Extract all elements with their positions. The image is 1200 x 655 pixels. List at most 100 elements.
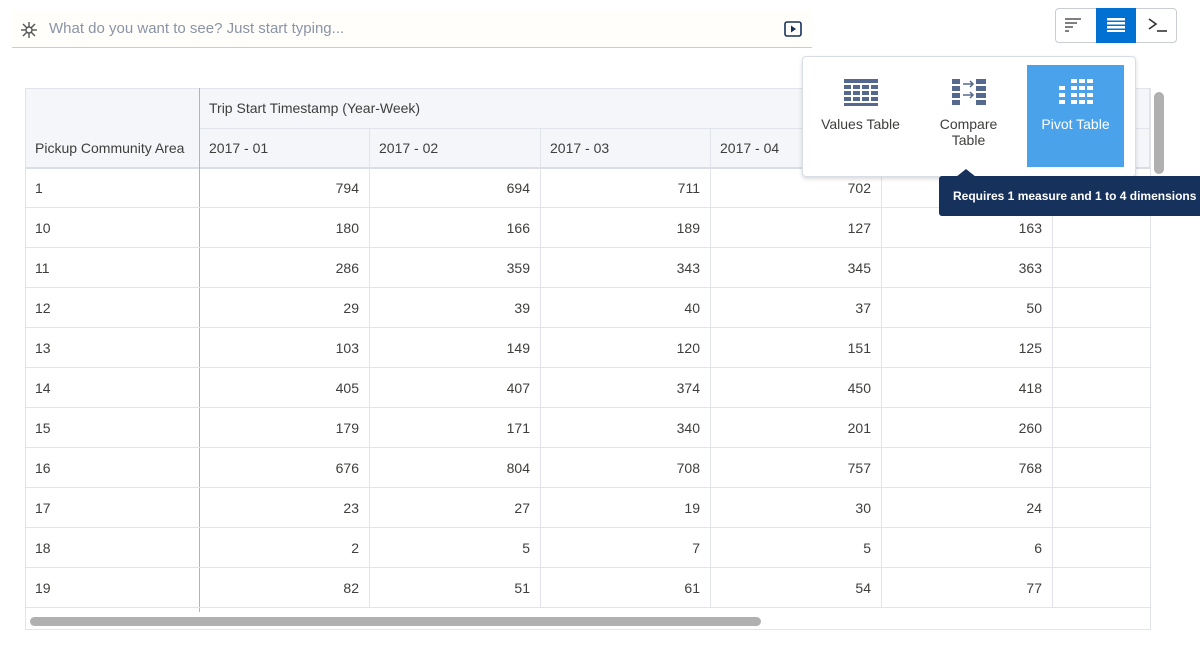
- group-header: Trip Start Timestamp (Year-Week): [209, 100, 421, 116]
- column-line: [540, 128, 541, 608]
- value-cell: 708: [676, 460, 700, 476]
- value-cell: 103: [335, 340, 359, 356]
- header-divider: [199, 128, 1150, 129]
- row-label: 12: [35, 300, 51, 316]
- value-cell: 19: [684, 500, 700, 516]
- value-cell: 166: [506, 220, 530, 236]
- column-line: [1052, 128, 1053, 608]
- compare-table-option[interactable]: Compare Table: [920, 65, 1017, 167]
- row-header: Pickup Community Area: [35, 140, 185, 156]
- value-cell: 171: [506, 420, 530, 436]
- row-label: 13: [35, 340, 51, 356]
- column-line: [710, 128, 711, 608]
- row-label: 17: [35, 500, 51, 516]
- row-label: 18: [35, 540, 51, 556]
- value-cell: 6: [1034, 540, 1042, 556]
- table-right: [1150, 88, 1151, 612]
- value-cell: 418: [1018, 380, 1042, 396]
- row-line: [25, 447, 1150, 448]
- value-cell: 340: [676, 420, 700, 436]
- row-line: [25, 567, 1150, 568]
- value-cell: 82: [343, 580, 359, 596]
- row-line: [25, 487, 1150, 488]
- search-bar[interactable]: [12, 10, 812, 48]
- value-cell: 189: [676, 220, 700, 236]
- value-cell: 61: [684, 580, 700, 596]
- column-line: [881, 128, 882, 608]
- value-cell: 24: [1026, 500, 1042, 516]
- column-header: 2017 - 03: [550, 140, 610, 156]
- value-cell: 374: [676, 380, 700, 396]
- value-cell: 40: [684, 300, 700, 316]
- value-cell: 702: [847, 180, 871, 196]
- row-label: 10: [35, 220, 51, 236]
- row-label: 11: [35, 260, 50, 276]
- row-label: 16: [35, 460, 51, 476]
- value-cell: 405: [335, 380, 359, 396]
- run-button[interactable]: [784, 21, 802, 37]
- value-cell: 151: [847, 340, 871, 356]
- value-cell: 286: [335, 260, 359, 276]
- value-cell: 794: [335, 180, 359, 196]
- value-cell: 5: [522, 540, 530, 556]
- value-cell: 363: [1018, 260, 1042, 276]
- value-cell: 694: [506, 180, 530, 196]
- option-label: Values Table: [821, 116, 900, 132]
- value-cell: 163: [1018, 220, 1042, 236]
- value-cell: 343: [676, 260, 700, 276]
- compare-table-icon: [951, 79, 986, 105]
- console-button[interactable]: [1147, 16, 1169, 34]
- row-line: [25, 247, 1150, 248]
- row-header-line: [199, 88, 200, 612]
- value-cell: 757: [847, 460, 871, 476]
- value-cell: 23: [343, 500, 359, 516]
- search-icon: [21, 22, 37, 38]
- value-cell: 407: [506, 380, 530, 396]
- pivot-table-icon: [1058, 79, 1093, 104]
- column-header: 2017 - 02: [379, 140, 439, 156]
- values-table-icon: [843, 79, 878, 106]
- value-cell: 7: [692, 540, 700, 556]
- value-cell: 149: [506, 340, 530, 356]
- value-cell: 5: [863, 540, 871, 556]
- value-cell: 450: [847, 380, 871, 396]
- row-label: 19: [35, 580, 51, 596]
- value-cell: 676: [335, 460, 359, 476]
- sort-button[interactable]: [1063, 17, 1083, 33]
- row-line: [25, 407, 1150, 408]
- h-scroll-track: [25, 612, 1151, 630]
- header-bottom: [25, 167, 1150, 169]
- row-label: 15: [35, 420, 51, 436]
- tooltip-arrow: [956, 169, 976, 177]
- table-left: [25, 88, 26, 612]
- column-line: [369, 128, 370, 608]
- pivot-table-option[interactable]: Pivot Table: [1027, 65, 1124, 167]
- value-cell: 201: [847, 420, 871, 436]
- value-cell: 804: [506, 460, 530, 476]
- value-cell: 120: [676, 340, 700, 356]
- value-cell: 180: [335, 220, 359, 236]
- option-label: Compare Table: [939, 116, 998, 148]
- value-cell: 768: [1018, 460, 1042, 476]
- row-line: [25, 287, 1150, 288]
- table-button-icon: [1107, 18, 1125, 32]
- column-header: 2017 - 04: [720, 140, 780, 156]
- row-label: 1: [35, 180, 43, 196]
- column-header: 2017 - 01: [209, 140, 269, 156]
- v-scrollbar[interactable]: [1154, 92, 1164, 174]
- table-button[interactable]: [1096, 8, 1136, 43]
- value-cell: 359: [506, 260, 530, 276]
- value-cell: 179: [335, 420, 359, 436]
- tooltip: Requires 1 measure and 1 to 4 dimensions: [939, 176, 1200, 216]
- value-cell: 29: [343, 300, 359, 316]
- value-cell: 2: [351, 540, 359, 556]
- value-cell: 127: [847, 220, 871, 236]
- value-cell: 125: [1018, 340, 1042, 356]
- h-scrollbar[interactable]: [30, 617, 761, 626]
- row-label: 14: [35, 380, 51, 396]
- values-table-option[interactable]: Values Table: [812, 65, 909, 167]
- value-cell: 345: [847, 260, 871, 276]
- value-cell: 30: [855, 500, 871, 516]
